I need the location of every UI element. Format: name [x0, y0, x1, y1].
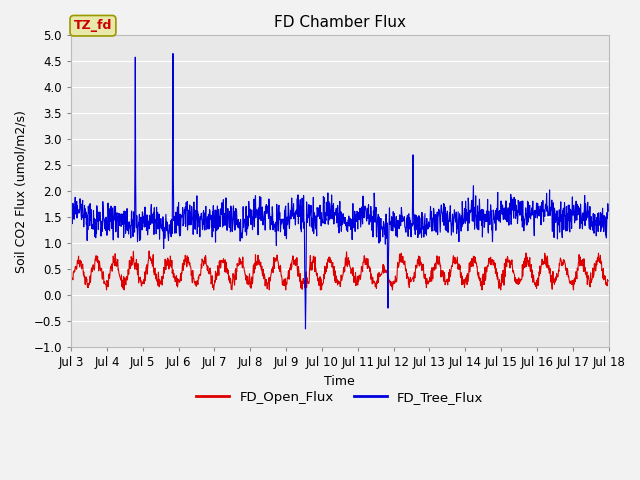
FD_Open_Flux — [424, 279, 431, 285]
Line: FD_Open_Flux: FD_Open_Flux — [71, 251, 608, 290]
Title: FD Chamber Flux: FD Chamber Flux — [274, 15, 406, 30]
Text: TZ_fd: TZ_fd — [74, 19, 112, 32]
Legend: FD_Open_Flux, FD_Tree_Flux: FD_Open_Flux, FD_Tree_Flux — [191, 385, 489, 409]
FD_Open_Flux — [145, 248, 153, 254]
Y-axis label: Soil CO2 Flux (umol/m2/s): Soil CO2 Flux (umol/m2/s) — [15, 110, 28, 273]
FD_Open_Flux — [494, 274, 502, 279]
FD_Tree_Flux — [541, 207, 549, 213]
FD_Tree_Flux — [247, 222, 255, 228]
FD_Open_Flux — [248, 276, 255, 282]
FD_Tree_Flux — [494, 190, 502, 195]
FD_Open_Flux — [541, 256, 549, 262]
FD_Tree_Flux — [604, 208, 612, 214]
Line: FD_Tree_Flux: FD_Tree_Flux — [71, 53, 608, 329]
FD_Tree_Flux — [67, 225, 75, 230]
FD_Open_Flux — [604, 278, 612, 284]
X-axis label: Time: Time — [324, 375, 355, 388]
FD_Open_Flux — [174, 276, 182, 282]
FD_Tree_Flux — [301, 326, 309, 332]
FD_Open_Flux — [102, 287, 110, 293]
FD_Tree_Flux — [169, 50, 177, 56]
FD_Tree_Flux — [187, 222, 195, 228]
FD_Open_Flux — [188, 273, 195, 278]
FD_Open_Flux — [67, 276, 75, 282]
FD_Tree_Flux — [174, 222, 182, 228]
FD_Tree_Flux — [424, 221, 431, 227]
